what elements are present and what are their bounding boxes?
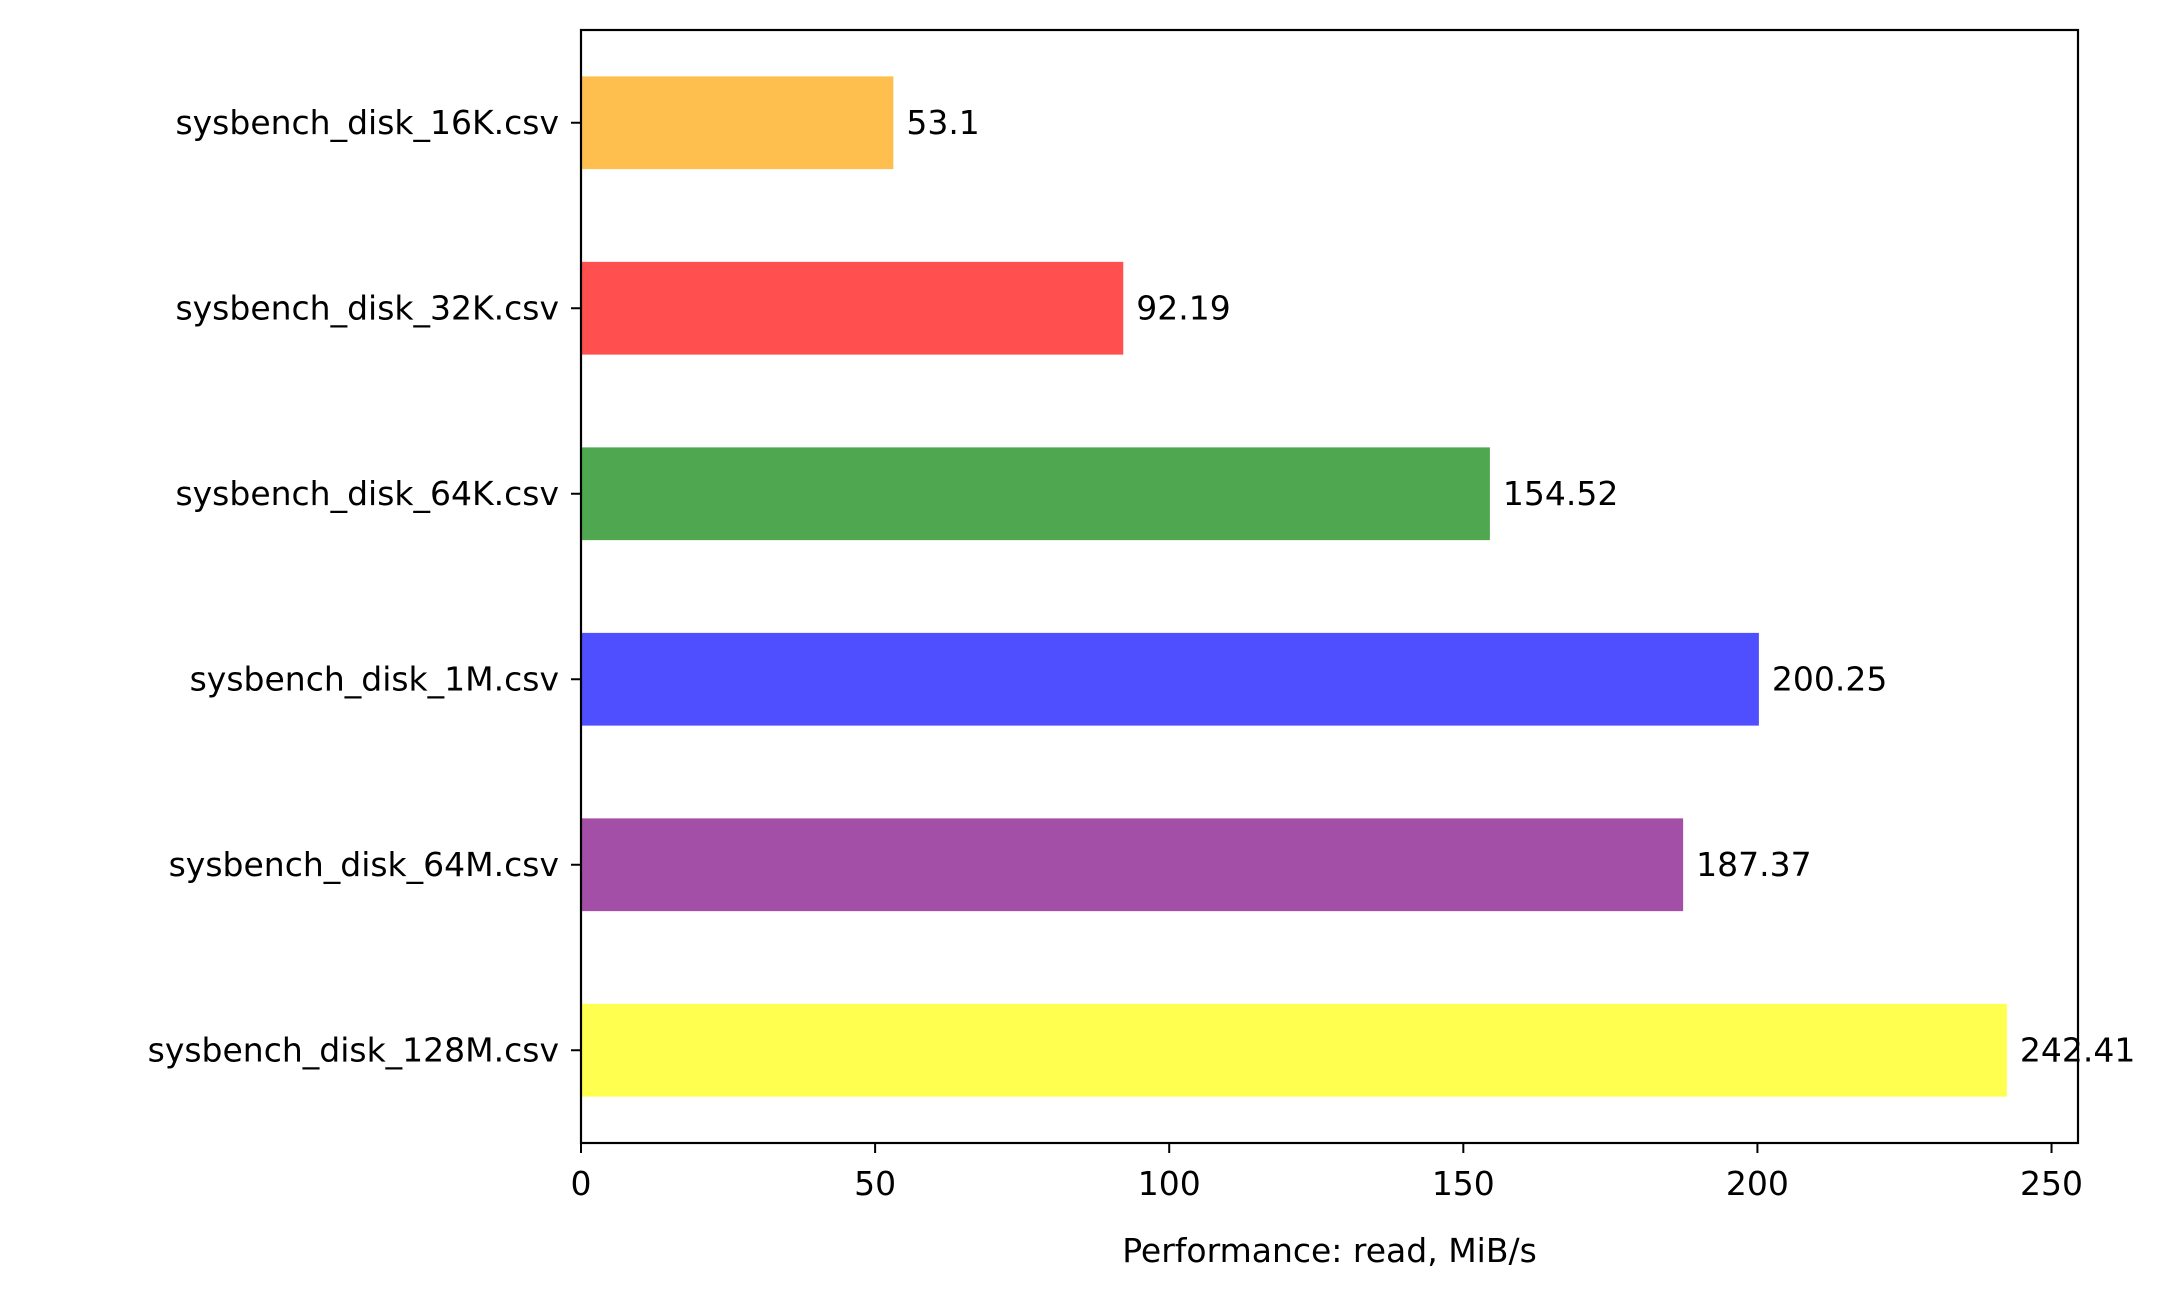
- x-tick-label-1: 0: [571, 1164, 592, 1203]
- bar-5: [581, 818, 1684, 912]
- x-tick-label-6: 250: [2020, 1164, 2083, 1203]
- bar-value-label-3: 154.52: [1503, 474, 1618, 513]
- bar-value-label-5: 187.37: [1696, 845, 1811, 884]
- x-tick-label-5: 200: [1726, 1164, 1789, 1203]
- x-tick-label-3: 100: [1138, 1164, 1201, 1203]
- y-axis: sysbench_disk_16K.csv sysbench_disk_32K.c…: [148, 103, 581, 1069]
- bars-group: [581, 76, 2007, 1097]
- y-tick-label-1: sysbench_disk_16K.csv: [175, 103, 559, 142]
- y-tick-label-6: sysbench_disk_128M.csv: [148, 1030, 559, 1069]
- y-tick-label-3: sysbench_disk_64K.csv: [175, 474, 559, 513]
- bar-1: [581, 76, 894, 170]
- y-tick-label-4: sysbench_disk_1M.csv: [190, 659, 559, 698]
- x-axis: 0 50 100 150 200 250: [571, 1143, 2083, 1203]
- bar-value-label-1: 53.1: [906, 103, 979, 142]
- bar-2: [581, 261, 1124, 355]
- bar-value-label-2: 92.19: [1136, 288, 1230, 327]
- x-tick-label-2: 50: [854, 1164, 896, 1203]
- x-tick-label-4: 150: [1432, 1164, 1495, 1203]
- x-axis-title: Performance: read, MiB/s: [1122, 1231, 1537, 1270]
- bar-6: [581, 1003, 2007, 1097]
- bar-value-label-4: 200.25: [1772, 659, 1887, 698]
- plot-frame: [579, 28, 2080, 1145]
- y-tick-label-2: sysbench_disk_32K.csv: [175, 288, 559, 327]
- bar-4: [581, 632, 1759, 726]
- y-tick-label-5: sysbench_disk_64M.csv: [169, 845, 559, 884]
- bar-3: [581, 447, 1490, 541]
